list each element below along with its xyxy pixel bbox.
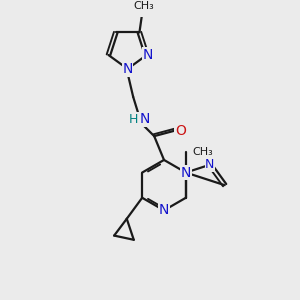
Text: N: N	[122, 62, 133, 76]
Text: CH₃: CH₃	[193, 146, 214, 157]
Text: H: H	[129, 113, 138, 126]
Text: O: O	[175, 124, 186, 137]
Text: N: N	[159, 203, 169, 218]
Text: N: N	[181, 166, 191, 180]
Text: N: N	[140, 112, 150, 126]
Text: N: N	[205, 158, 214, 171]
Text: N: N	[143, 48, 153, 62]
Text: CH₃: CH₃	[133, 1, 154, 11]
